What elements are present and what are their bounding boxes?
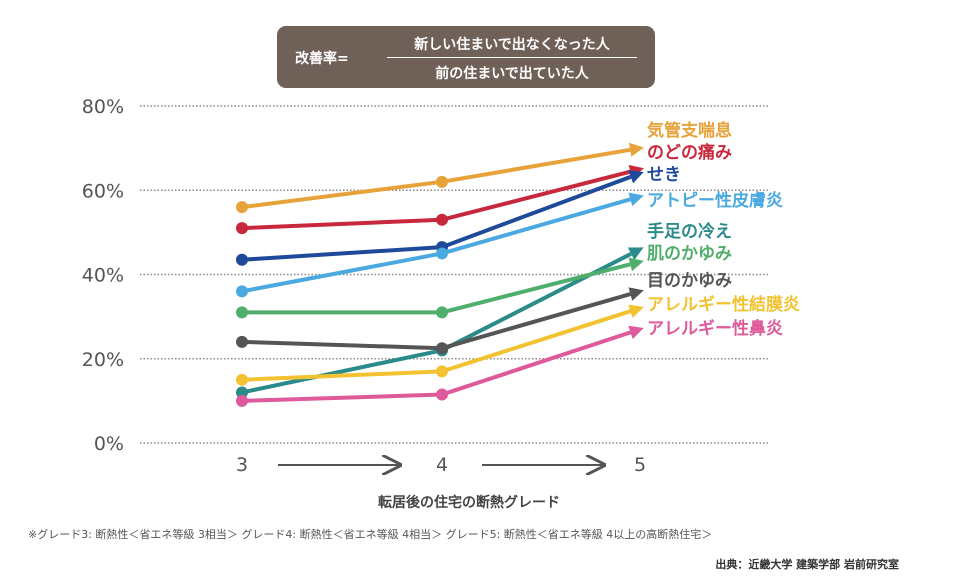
series-group [236,142,644,407]
data-point [236,285,248,298]
series-arrowhead [628,170,644,184]
series-arrowhead [628,257,644,272]
series-label: 肌のかゆみ [647,244,732,264]
series-label: アレルギー性結膜炎 [647,294,800,315]
series-label: アトピー性皮膚炎 [647,190,783,211]
series-labels: 気管支喘息のどの痛みせきアトピー性皮膚炎手足の冷え肌のかゆみ目のかゆみアレルギー… [646,120,800,339]
data-point [436,342,448,355]
data-point [236,394,248,407]
y-tick-label: 60% [82,180,124,202]
y-tick-label: 40% [82,265,124,287]
formula-divider [387,57,637,58]
x-axis: 3 4 5 [236,454,646,476]
series-label: 手足の冷え [647,221,732,242]
series-arrowhead [628,325,644,339]
formula-numerator: 新しい住まいで出なくなった人 [414,37,610,53]
formula-denominator: 前の住まいで出ていた人 [435,66,589,82]
series-arrowhead [628,287,644,301]
source-credit: 出典：近畿大学 建築学部 岩前研究室 [715,558,899,571]
formula-label: 改善率= [295,51,349,67]
data-point [236,201,248,214]
series-label: 目のかゆみ [647,271,732,291]
x-axis-label: 転居後の住宅の断熱グレード [378,494,560,511]
series-arrowhead [628,304,644,318]
x-tick-label: 5 [634,454,646,476]
series-line [242,262,631,315]
series-arrowhead [629,142,644,157]
data-point [436,213,448,226]
gridlines [140,105,770,444]
data-point [236,253,248,266]
x-tick-label: 4 [436,454,448,476]
data-point [236,222,248,235]
series-label: のどの痛み [647,142,732,163]
x-tick-label: 3 [236,454,248,476]
data-point [436,247,448,260]
data-point [436,388,448,401]
data-point [236,335,248,348]
footnote: ※グレード3: 断熱性＜省エネ等級 3相当＞ グレード4: 断熱性＜省エネ等級 … [28,528,713,541]
formula-box: 改善率= 新しい住まいで出なくなった人 前の住まいで出ていた人 [277,26,655,88]
series-label: せき [647,165,681,185]
series-label: アレルギー性鼻炎 [647,318,783,339]
y-axis: 0% 20% 40% 60% 80% [82,96,124,455]
series-label: 気管支喘息 [646,120,732,141]
data-point [436,175,448,188]
data-point [436,306,448,319]
y-tick-label: 80% [82,96,124,118]
y-tick-label: 0% [94,433,124,455]
y-tick-label: 20% [82,349,124,371]
data-point [236,373,248,386]
series-arrowhead [627,247,644,260]
series-line [241,292,631,351]
data-point [236,306,248,319]
data-point [236,386,248,399]
series-arrowhead [628,192,644,207]
data-point [436,365,448,378]
